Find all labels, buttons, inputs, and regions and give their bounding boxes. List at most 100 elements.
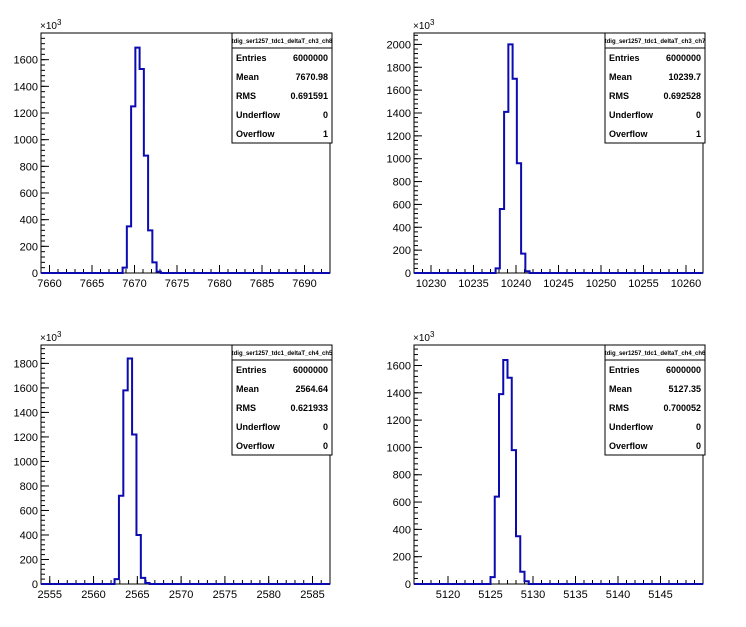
stats-value: 5127.35 — [668, 384, 701, 394]
y-tick-label: 1400 — [387, 108, 411, 120]
histogram-outline — [414, 359, 703, 585]
y-tick-label: 1200 — [14, 108, 38, 120]
x-tick-label: 10240 — [501, 278, 532, 290]
y-tick-label: 1800 — [14, 358, 38, 370]
x-tick-label: 7685 — [250, 278, 274, 290]
x-tick-label: 10255 — [628, 278, 659, 290]
x-tick-label: 2580 — [256, 589, 280, 601]
stats-value: 0 — [696, 441, 701, 451]
histogram-bin — [132, 434, 136, 584]
y-tick-label: 1400 — [14, 407, 38, 419]
y-tick-label: 2000 — [387, 39, 411, 51]
histogram-bin — [521, 254, 525, 273]
y-scale-times: × — [413, 21, 419, 32]
stats-value: 0.691591 — [290, 91, 328, 101]
stats-value: 1 — [323, 129, 328, 139]
histogram-outline — [41, 46, 330, 274]
y-tick-label: 1200 — [387, 415, 411, 427]
y-tick-label: 600 — [393, 497, 411, 509]
stats-value: 0 — [323, 110, 328, 120]
y-scale-base: 10 — [46, 333, 58, 344]
y-scale-factor: ×103 — [413, 330, 435, 344]
histogram-bin — [525, 271, 529, 273]
y-scale-times: × — [40, 21, 46, 32]
histogram-bin — [127, 226, 131, 273]
x-tick-label: 5130 — [521, 589, 545, 601]
stats-value: 1 — [696, 129, 701, 139]
y-tick-label: 200 — [393, 552, 411, 564]
histogram-bin — [141, 578, 145, 584]
stats-value: 0.621933 — [290, 403, 328, 413]
stats-label: Mean — [609, 384, 632, 394]
y-tick-label: 200 — [20, 241, 38, 253]
histogram-bin — [148, 230, 152, 273]
y-tick-label: 0 — [32, 268, 38, 280]
y-tick-label: 600 — [393, 199, 411, 211]
stats-box — [604, 32, 706, 144]
y-tick-label: 600 — [20, 505, 38, 517]
y-tick-label: 0 — [405, 268, 411, 280]
stats-value: 7670.98 — [295, 72, 328, 82]
histogram-bin — [520, 572, 524, 584]
x-tick-label: 7670 — [122, 278, 146, 290]
stats-label: Entries — [609, 53, 640, 63]
x-tick-label: 2555 — [38, 589, 62, 601]
stats-label: Overflow — [236, 129, 276, 139]
stats-box — [604, 344, 706, 456]
stats-label: Entries — [236, 365, 267, 375]
y-tick-label: 1600 — [14, 383, 38, 395]
x-tick-label: 7675 — [165, 278, 189, 290]
histogram-bin — [512, 450, 516, 584]
stats-value: 6000000 — [666, 53, 701, 63]
stats-label: RMS — [236, 403, 256, 413]
histogram-bin — [517, 163, 521, 273]
x-tick-label: 10245 — [543, 278, 574, 290]
y-scale-factor: ×103 — [413, 18, 435, 32]
stats-label: Underflow — [236, 110, 281, 120]
stats-title: tdig_ser1257_tdc1_deltaT_ch3_ch8 — [232, 39, 333, 45]
histogram-outline — [41, 357, 330, 585]
stats-label: Entries — [236, 53, 267, 63]
y-scale-base: 10 — [419, 21, 431, 32]
y-tick-label: 800 — [393, 177, 411, 189]
stats-value: 6000000 — [293, 365, 328, 375]
stats-value: 10239.7 — [668, 72, 701, 82]
y-tick-label: 0 — [405, 579, 411, 591]
y-tick-label: 1000 — [14, 456, 38, 468]
stats-value: 0 — [323, 422, 328, 432]
y-tick-label: 1000 — [387, 154, 411, 166]
histogram-bin — [495, 497, 499, 584]
stats-label: RMS — [609, 403, 629, 413]
stats-value: 6000000 — [666, 365, 701, 375]
histogram-bin — [504, 112, 508, 273]
stats-label: Overflow — [236, 441, 276, 451]
stats-label: RMS — [236, 91, 256, 101]
y-tick-label: 400 — [20, 215, 38, 227]
y-tick-label: 1400 — [387, 388, 411, 400]
y-scale-exponent: 3 — [430, 18, 435, 27]
x-tick-label: 5135 — [563, 589, 587, 601]
x-tick-label: 2575 — [213, 589, 237, 601]
y-scale-base: 10 — [419, 333, 431, 344]
histogram-bin — [123, 390, 127, 584]
histogram-outline — [414, 43, 703, 274]
y-tick-label: 600 — [20, 188, 38, 200]
stats-title: tdig_ser1257_tdc1_deltaT_ch3_ch7 — [605, 39, 706, 45]
histogram-bin — [525, 581, 529, 584]
y-tick-label: 1800 — [387, 62, 411, 74]
x-tick-label: 10250 — [586, 278, 617, 290]
x-tick-label: 2565 — [125, 589, 149, 601]
stats-label: Entries — [609, 365, 640, 375]
histogram-bin — [144, 156, 148, 273]
y-scale-factor: ×103 — [40, 18, 62, 32]
x-tick-label: 7665 — [80, 278, 104, 290]
histogram-bin — [491, 577, 495, 584]
y-tick-label: 1200 — [387, 131, 411, 143]
stats-box — [231, 32, 333, 144]
y-tick-label: 800 — [20, 481, 38, 493]
histogram-bin — [157, 272, 161, 273]
histogram-bin — [496, 268, 500, 273]
histogram-bin — [500, 209, 504, 273]
stats-label: Overflow — [609, 441, 649, 451]
